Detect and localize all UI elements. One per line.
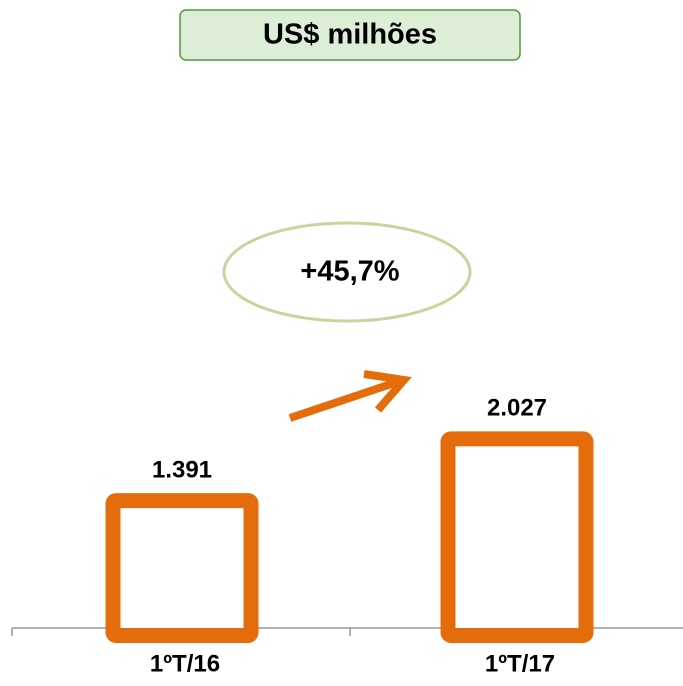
bar <box>105 493 259 643</box>
value-label: 1.391 <box>152 456 212 483</box>
trend-arrow <box>288 370 412 422</box>
x-tick-label: 1ºT/17 <box>485 650 555 677</box>
arrow-head <box>363 370 412 413</box>
bar <box>440 431 594 644</box>
annotation: +45,7% <box>300 256 399 288</box>
arrow-shaft <box>288 377 402 422</box>
x-tick-label: 1ºT/16 <box>150 650 220 677</box>
title-box <box>179 9 521 61</box>
annotation-ellipse <box>222 221 472 323</box>
chart-title: US$ milhões <box>263 19 437 51</box>
value-label: 2.027 <box>487 395 547 422</box>
